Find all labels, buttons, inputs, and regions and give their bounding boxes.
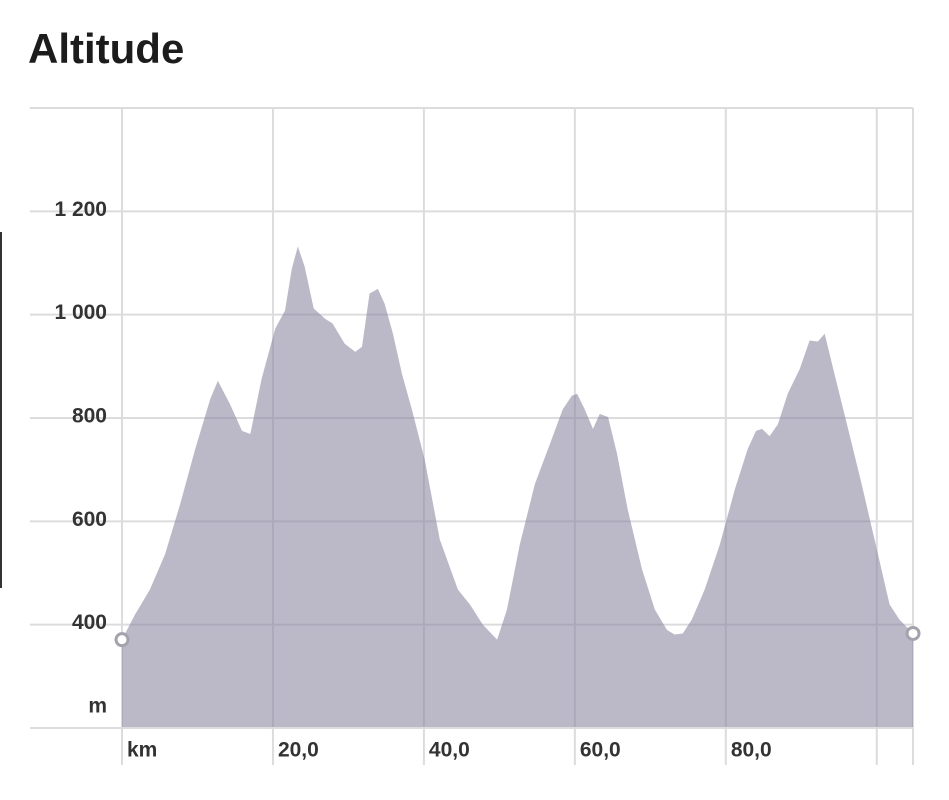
y-tick-label: 400 — [72, 611, 107, 634]
chart-title: Altitude — [28, 25, 184, 72]
y-tick-label: 800 — [72, 405, 107, 428]
endpoint-marker — [114, 632, 130, 648]
labels: 400 600 800 1 000 1 200 20,0 40,0 60,0 80,0 mkm — [54, 198, 771, 762]
x-axis-label: km — [127, 739, 157, 762]
scroll-indicator — [0, 232, 2, 588]
y-tick-label: 1 000 — [54, 301, 107, 324]
y-axis-label: m — [88, 695, 107, 718]
y-tick-label: 1 200 — [54, 198, 107, 221]
plot — [30, 246, 921, 729]
y-tick-label: 600 — [72, 508, 107, 531]
x-tick-label: 60,0 — [580, 739, 621, 762]
x-tick-label: 20,0 — [278, 739, 319, 762]
x-tick-label: 40,0 — [429, 739, 470, 762]
x-tick-label: 80,0 — [731, 739, 772, 762]
elevation-area — [122, 246, 913, 728]
endpoint-marker — [905, 625, 921, 641]
